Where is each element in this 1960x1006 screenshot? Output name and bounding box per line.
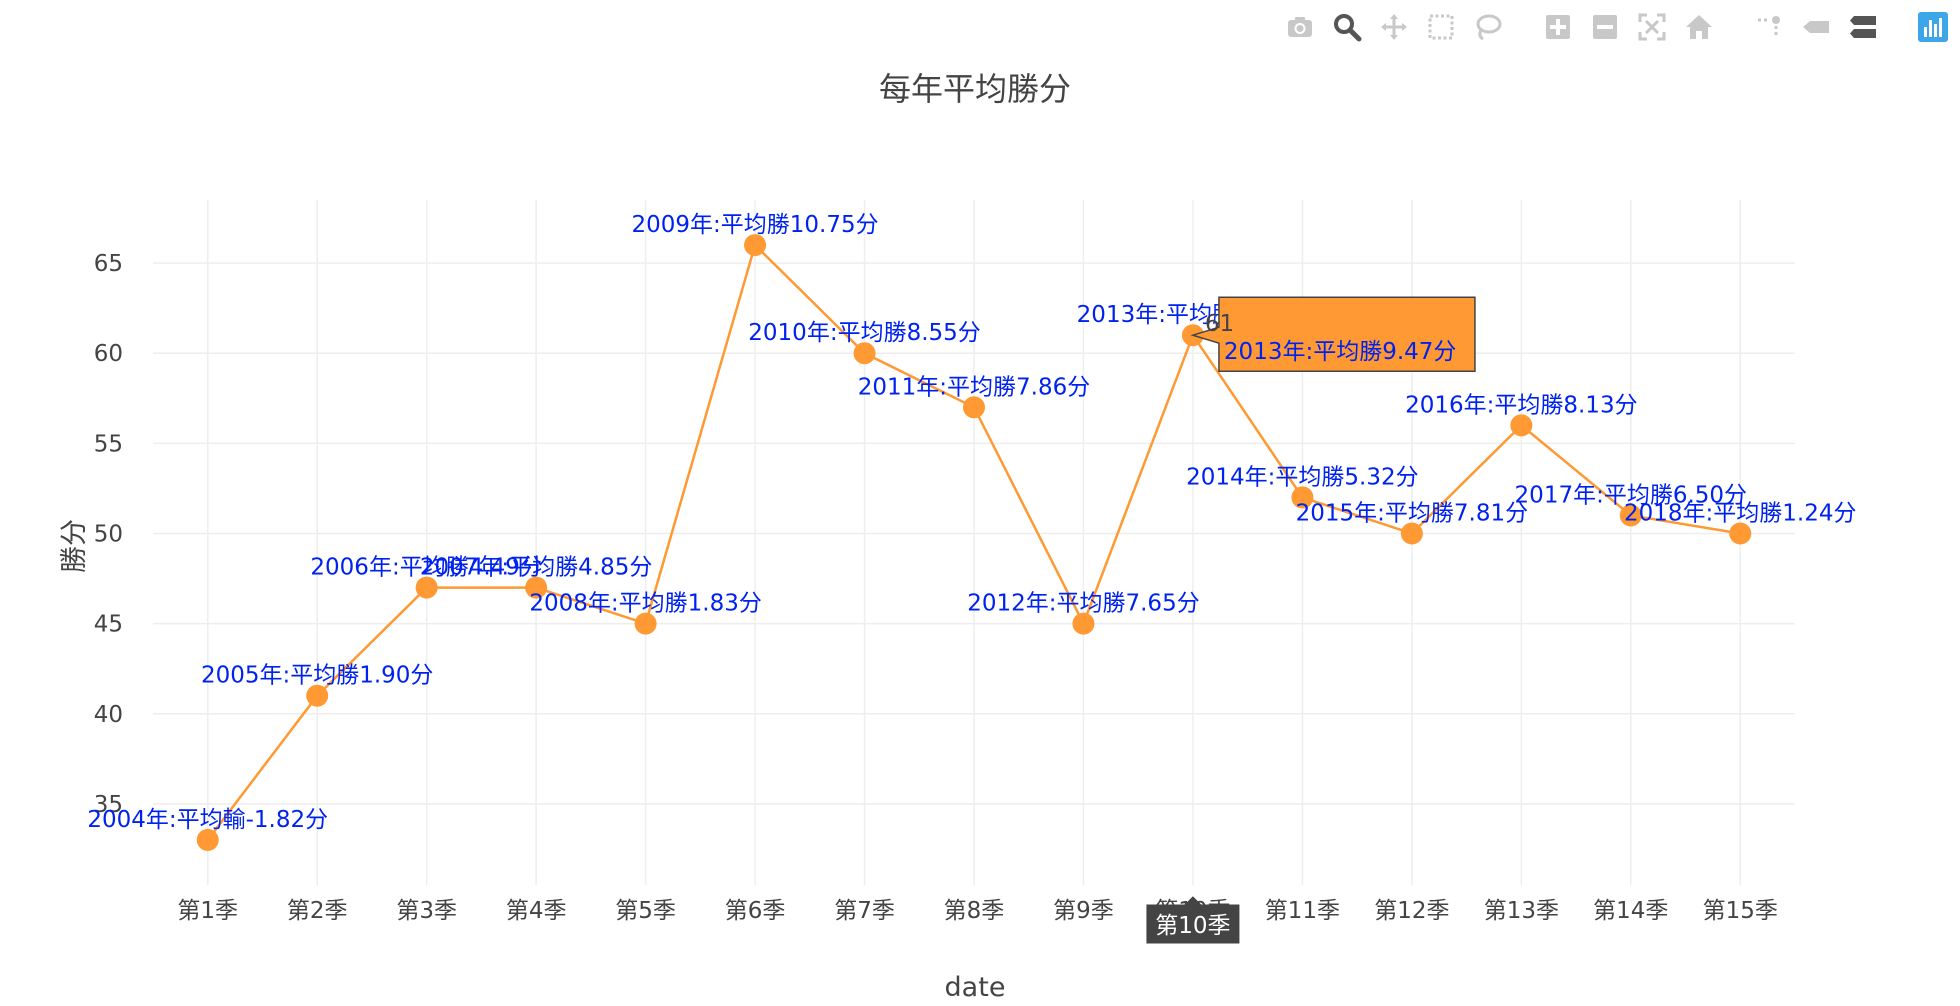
chart-title: 每年平均勝分 xyxy=(879,70,1071,108)
x-tick-label: 第14季 xyxy=(1593,898,1668,924)
y-tick-label: 65 xyxy=(94,251,123,277)
x-tick-label: 第2季 xyxy=(287,898,348,924)
pan-icon[interactable] xyxy=(1375,8,1413,46)
y-tick-label: 45 xyxy=(94,612,123,638)
gridlines xyxy=(153,200,1795,885)
x-tick-label: 第3季 xyxy=(396,898,457,924)
x-hover-box xyxy=(1146,896,1240,944)
spike-lines-icon[interactable] xyxy=(1750,8,1788,46)
zoom-icon[interactable] xyxy=(1328,8,1366,46)
data-point xyxy=(1072,612,1095,635)
data-point xyxy=(525,576,548,599)
data-point xyxy=(306,684,329,707)
data-label: 2008年:平均勝1.83分 xyxy=(529,591,762,617)
x-tick-label: 第9季 xyxy=(1053,898,1114,924)
camera-icon[interactable] xyxy=(1281,8,1319,46)
data-label: 2016年:平均勝8.13分 xyxy=(1405,392,1638,418)
data-label: 2006年:平均勝4.49分 xyxy=(310,555,543,581)
data-point xyxy=(1729,522,1752,545)
y-tick-label: 50 xyxy=(94,521,123,547)
data-point xyxy=(415,576,438,599)
box-select-icon[interactable] xyxy=(1422,8,1460,46)
data-label: 2018年:平均勝1.24分 xyxy=(1624,500,1857,526)
data-point xyxy=(853,342,876,365)
data-label: 2014年:平均勝5.32分 xyxy=(1186,464,1419,490)
series-line xyxy=(196,234,1752,851)
data-point xyxy=(1400,522,1423,545)
data-point xyxy=(744,234,767,257)
modebar xyxy=(1281,8,1952,46)
x-hover-label: 第10季 xyxy=(1155,913,1230,939)
x-tick-label: 第1季 xyxy=(177,898,238,924)
data-label: 2015年:平均勝7.81分 xyxy=(1296,500,1529,526)
data-label: 2005年:平均勝1.90分 xyxy=(201,663,434,689)
data-point xyxy=(1619,504,1642,527)
data-point xyxy=(963,396,985,419)
x-axis-title: date xyxy=(945,972,1006,1003)
autoscale-icon[interactable] xyxy=(1633,8,1671,46)
y-tick-label: 55 xyxy=(94,431,123,457)
data-label: 2012年:平均勝7.65分 xyxy=(967,591,1200,617)
data-label: 2011年:平均勝7.86分 xyxy=(858,374,1091,400)
x-tick-label: 第8季 xyxy=(944,898,1005,924)
data-point xyxy=(1291,486,1314,509)
hover-compare-icon[interactable] xyxy=(1844,8,1882,46)
data-labels: 2004年:平均輸-1.82分 2005年:平均勝1.90分 2006年:平均勝4.… xyxy=(87,212,1856,833)
data-point xyxy=(196,828,219,851)
y-axis-ticks: 35 40 45 50 55 60 65 xyxy=(94,251,123,818)
hover-box xyxy=(1190,296,1476,372)
x-axis-ticks: 第1季第2季第3季第4季第5季第6季第7季第8季第9季第10季第11季第12季第… xyxy=(177,898,1777,924)
data-label: 2007年:平均勝4.85分 xyxy=(420,555,653,581)
x-tick-label: 第7季 xyxy=(834,898,895,924)
x-tick-label: 第15季 xyxy=(1703,898,1778,924)
data-point xyxy=(634,612,657,635)
x-tick-label: 第4季 xyxy=(506,898,567,924)
y-tick-label: 60 xyxy=(94,341,123,367)
y-tick-label: 35 xyxy=(94,792,123,818)
x-tick-label: 第12季 xyxy=(1374,898,1449,924)
x-tick-label: 第11季 xyxy=(1265,898,1340,924)
x-tick-label: 第5季 xyxy=(615,898,676,924)
data-label: 2009年:平均勝10.75分 xyxy=(631,212,878,238)
zoom-out-icon[interactable] xyxy=(1586,8,1624,46)
data-label: 2004年:平均輸-1.82分 xyxy=(87,807,328,833)
data-label: 2010年:平均勝8.55分 xyxy=(748,320,981,346)
hover-label: 2013年:平均勝9.47分 xyxy=(1224,339,1457,365)
zoom-in-icon[interactable] xyxy=(1539,8,1577,46)
plotly-logo-icon[interactable] xyxy=(1914,8,1952,46)
reset-axes-icon[interactable] xyxy=(1680,8,1718,46)
x-tick-label: 第13季 xyxy=(1484,898,1559,924)
y-tick-label: 40 xyxy=(94,702,123,728)
data-label: 2017年:平均勝6.50分 xyxy=(1515,482,1748,508)
hover-value: 61 xyxy=(1205,311,1234,337)
lasso-icon[interactable] xyxy=(1469,8,1507,46)
x-tick-label: 第6季 xyxy=(725,898,786,924)
y-axis-title: 勝分 xyxy=(59,519,90,573)
hover-closest-icon[interactable] xyxy=(1797,8,1835,46)
data-point xyxy=(1510,414,1533,437)
